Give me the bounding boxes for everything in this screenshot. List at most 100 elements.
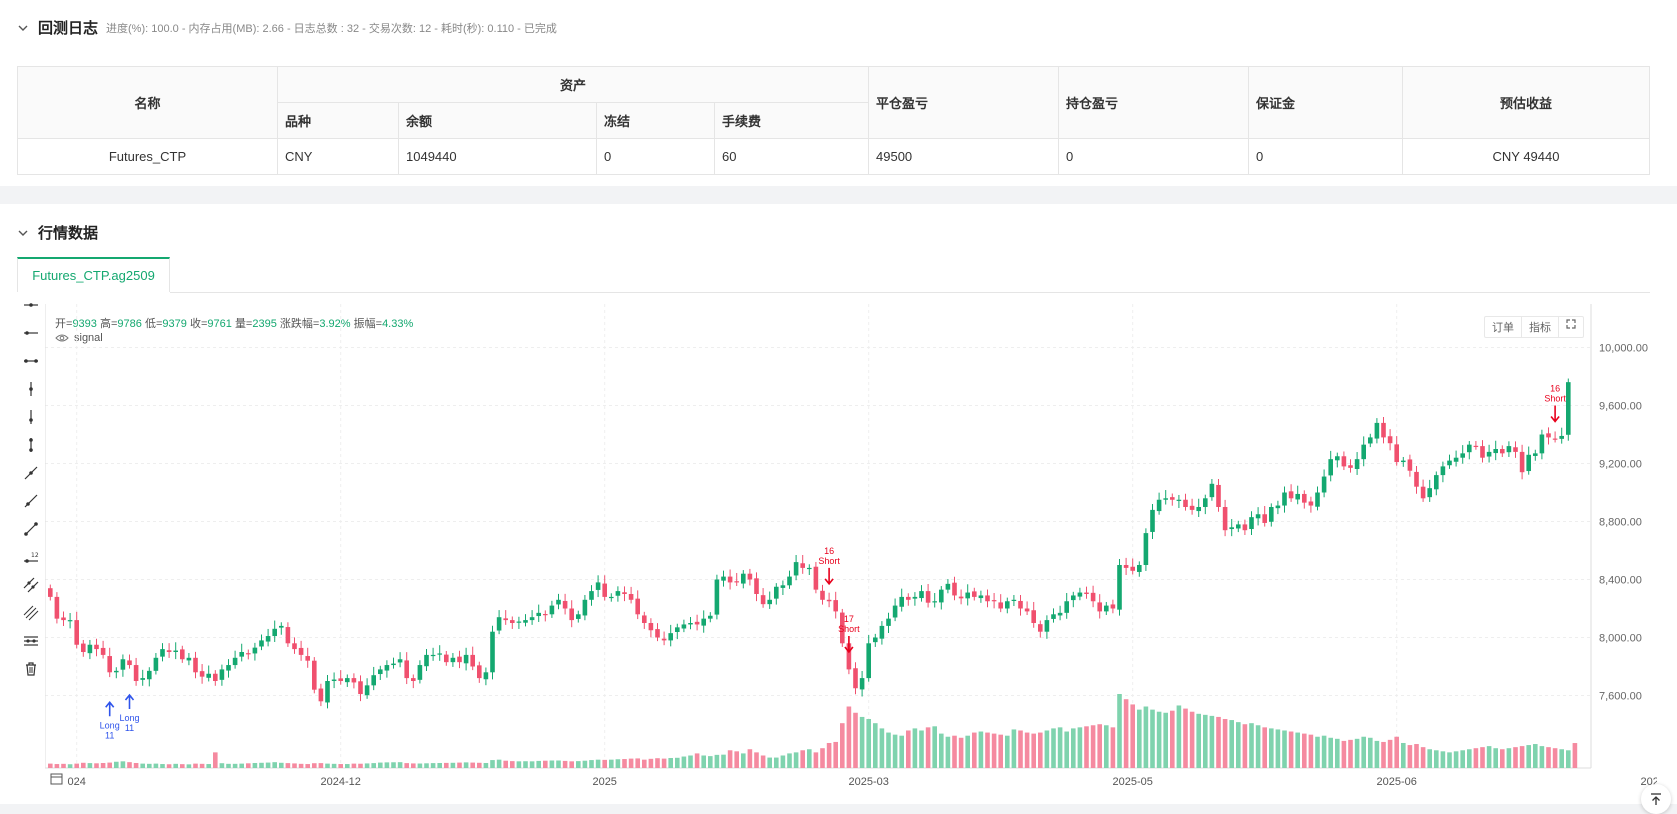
candle-body xyxy=(826,599,832,602)
candle-body xyxy=(1368,437,1373,444)
eye-icon[interactable] xyxy=(55,333,69,343)
candle-body xyxy=(226,665,231,671)
candle-body xyxy=(1493,449,1498,454)
volume-bar xyxy=(378,762,383,768)
cell-frozen: 0 xyxy=(596,138,715,175)
horizontal-line-icon[interactable] xyxy=(20,294,42,316)
candle-body xyxy=(853,668,858,689)
candle-body xyxy=(1005,601,1010,609)
candle-body xyxy=(490,631,495,673)
volume-bar xyxy=(1143,706,1149,768)
horizontal-segment-icon[interactable] xyxy=(20,350,42,372)
volume-bar xyxy=(873,723,878,768)
candle-body xyxy=(94,644,99,650)
candlestick-chart[interactable]: 10,000.00 9,600.00 9,200.00 8,800.00 8,400.0… xyxy=(45,304,1657,794)
candle-body xyxy=(589,591,594,600)
volume-bar xyxy=(1427,749,1432,768)
volume-bar xyxy=(345,764,350,768)
candle-body xyxy=(147,670,152,680)
volume-bar xyxy=(1196,713,1201,768)
volume-bar xyxy=(1044,730,1050,768)
volume-bar xyxy=(1480,747,1485,768)
candle-body xyxy=(1209,483,1215,498)
candle-body xyxy=(681,624,687,629)
vertical-line-icon[interactable] xyxy=(20,378,42,400)
volume-bar xyxy=(879,728,885,768)
volume-bar xyxy=(1315,736,1320,768)
candle-body xyxy=(133,665,139,681)
candle-body xyxy=(972,591,977,597)
vertical-segment-icon[interactable] xyxy=(20,434,42,456)
ray-line-icon[interactable] xyxy=(20,490,42,512)
volume-bar xyxy=(760,755,766,768)
candle-body xyxy=(1038,624,1043,632)
candle-body xyxy=(463,654,469,664)
candle-body xyxy=(747,573,753,580)
volume-bar xyxy=(1519,746,1525,768)
volume-bar xyxy=(351,763,357,768)
x-tick-label: 2024-12 xyxy=(321,776,361,788)
volume-bar xyxy=(602,759,607,768)
log-header[interactable]: 回测日志 进度(%): 100.0 - 内存占用(MB): 2.66 - 日志总… xyxy=(16,17,557,38)
svg-text:123: 123 xyxy=(31,552,39,559)
volume-bar xyxy=(239,763,244,768)
vertical-ray-icon[interactable] xyxy=(20,406,42,428)
scroll-top-button[interactable] xyxy=(1641,784,1671,814)
candle-body xyxy=(312,660,317,690)
volume-bar xyxy=(397,762,403,768)
volume-bar xyxy=(985,732,990,768)
y-tick-label: 8,400.00 xyxy=(1599,575,1642,587)
candle-body xyxy=(879,625,885,639)
candle-body xyxy=(562,600,568,609)
volume-bar xyxy=(846,706,852,768)
candle-body xyxy=(1222,507,1228,531)
short-signal-label: Short xyxy=(838,624,860,634)
candle-body xyxy=(1519,451,1525,473)
candle-body xyxy=(813,566,819,590)
volume-bar xyxy=(939,733,944,768)
volume-bar xyxy=(252,762,258,768)
order-button[interactable]: 订单 xyxy=(1485,317,1522,337)
candle-body xyxy=(800,563,805,568)
price-line-icon[interactable]: 123 xyxy=(20,546,42,568)
candle-body xyxy=(688,623,693,625)
volume-bar xyxy=(681,756,687,768)
volume-bar xyxy=(325,763,330,768)
volume-bar xyxy=(866,719,871,768)
candle-body xyxy=(48,588,53,597)
chevron-down-icon[interactable] xyxy=(16,226,30,240)
trend-line-icon[interactable] xyxy=(20,462,42,484)
volume-bar xyxy=(1493,748,1498,768)
volume-bar xyxy=(265,762,271,768)
candle-body xyxy=(1381,422,1386,438)
candle-body xyxy=(232,657,238,666)
col-close-pnl: 平仓盈亏 xyxy=(868,66,1059,139)
short-signal-label: 17 xyxy=(844,614,854,624)
volume-bar xyxy=(642,759,647,768)
fullscreen-button[interactable] xyxy=(1559,317,1583,337)
volume-bar xyxy=(193,763,198,768)
fibonacci-icon[interactable] xyxy=(20,602,42,624)
candle-body xyxy=(675,627,680,632)
volume-label: 量= xyxy=(234,318,253,330)
volume-bar xyxy=(1255,725,1261,768)
candle-body xyxy=(1255,514,1261,519)
assets-table: 名称 资产 平仓盈亏 持仓盈亏 保证金 预估收益 品种 余额 冻结 手续费 Fu… xyxy=(17,66,1650,175)
candle-body xyxy=(694,621,700,625)
volume-bar xyxy=(298,763,304,768)
horizontal-ray-icon[interactable] xyxy=(20,322,42,344)
market-header[interactable]: 行情数据 xyxy=(16,222,98,243)
signal-indicator[interactable]: signal xyxy=(55,332,103,344)
volume-bar xyxy=(1275,729,1281,768)
segment-line-icon[interactable] xyxy=(20,518,42,540)
candle-body xyxy=(925,591,931,603)
trash-icon[interactable] xyxy=(20,658,42,680)
volume-bar xyxy=(998,734,1003,768)
tab-futures-ctp-ag2509[interactable]: Futures_CTP.ag2509 xyxy=(17,257,170,292)
volume-bar xyxy=(371,763,376,768)
indicator-button[interactable]: 指标 xyxy=(1522,317,1559,337)
price-channel-icon[interactable] xyxy=(20,630,42,652)
candle-body xyxy=(833,600,838,612)
parallel-channel-icon[interactable] xyxy=(20,574,42,596)
chevron-down-icon[interactable] xyxy=(16,21,30,35)
